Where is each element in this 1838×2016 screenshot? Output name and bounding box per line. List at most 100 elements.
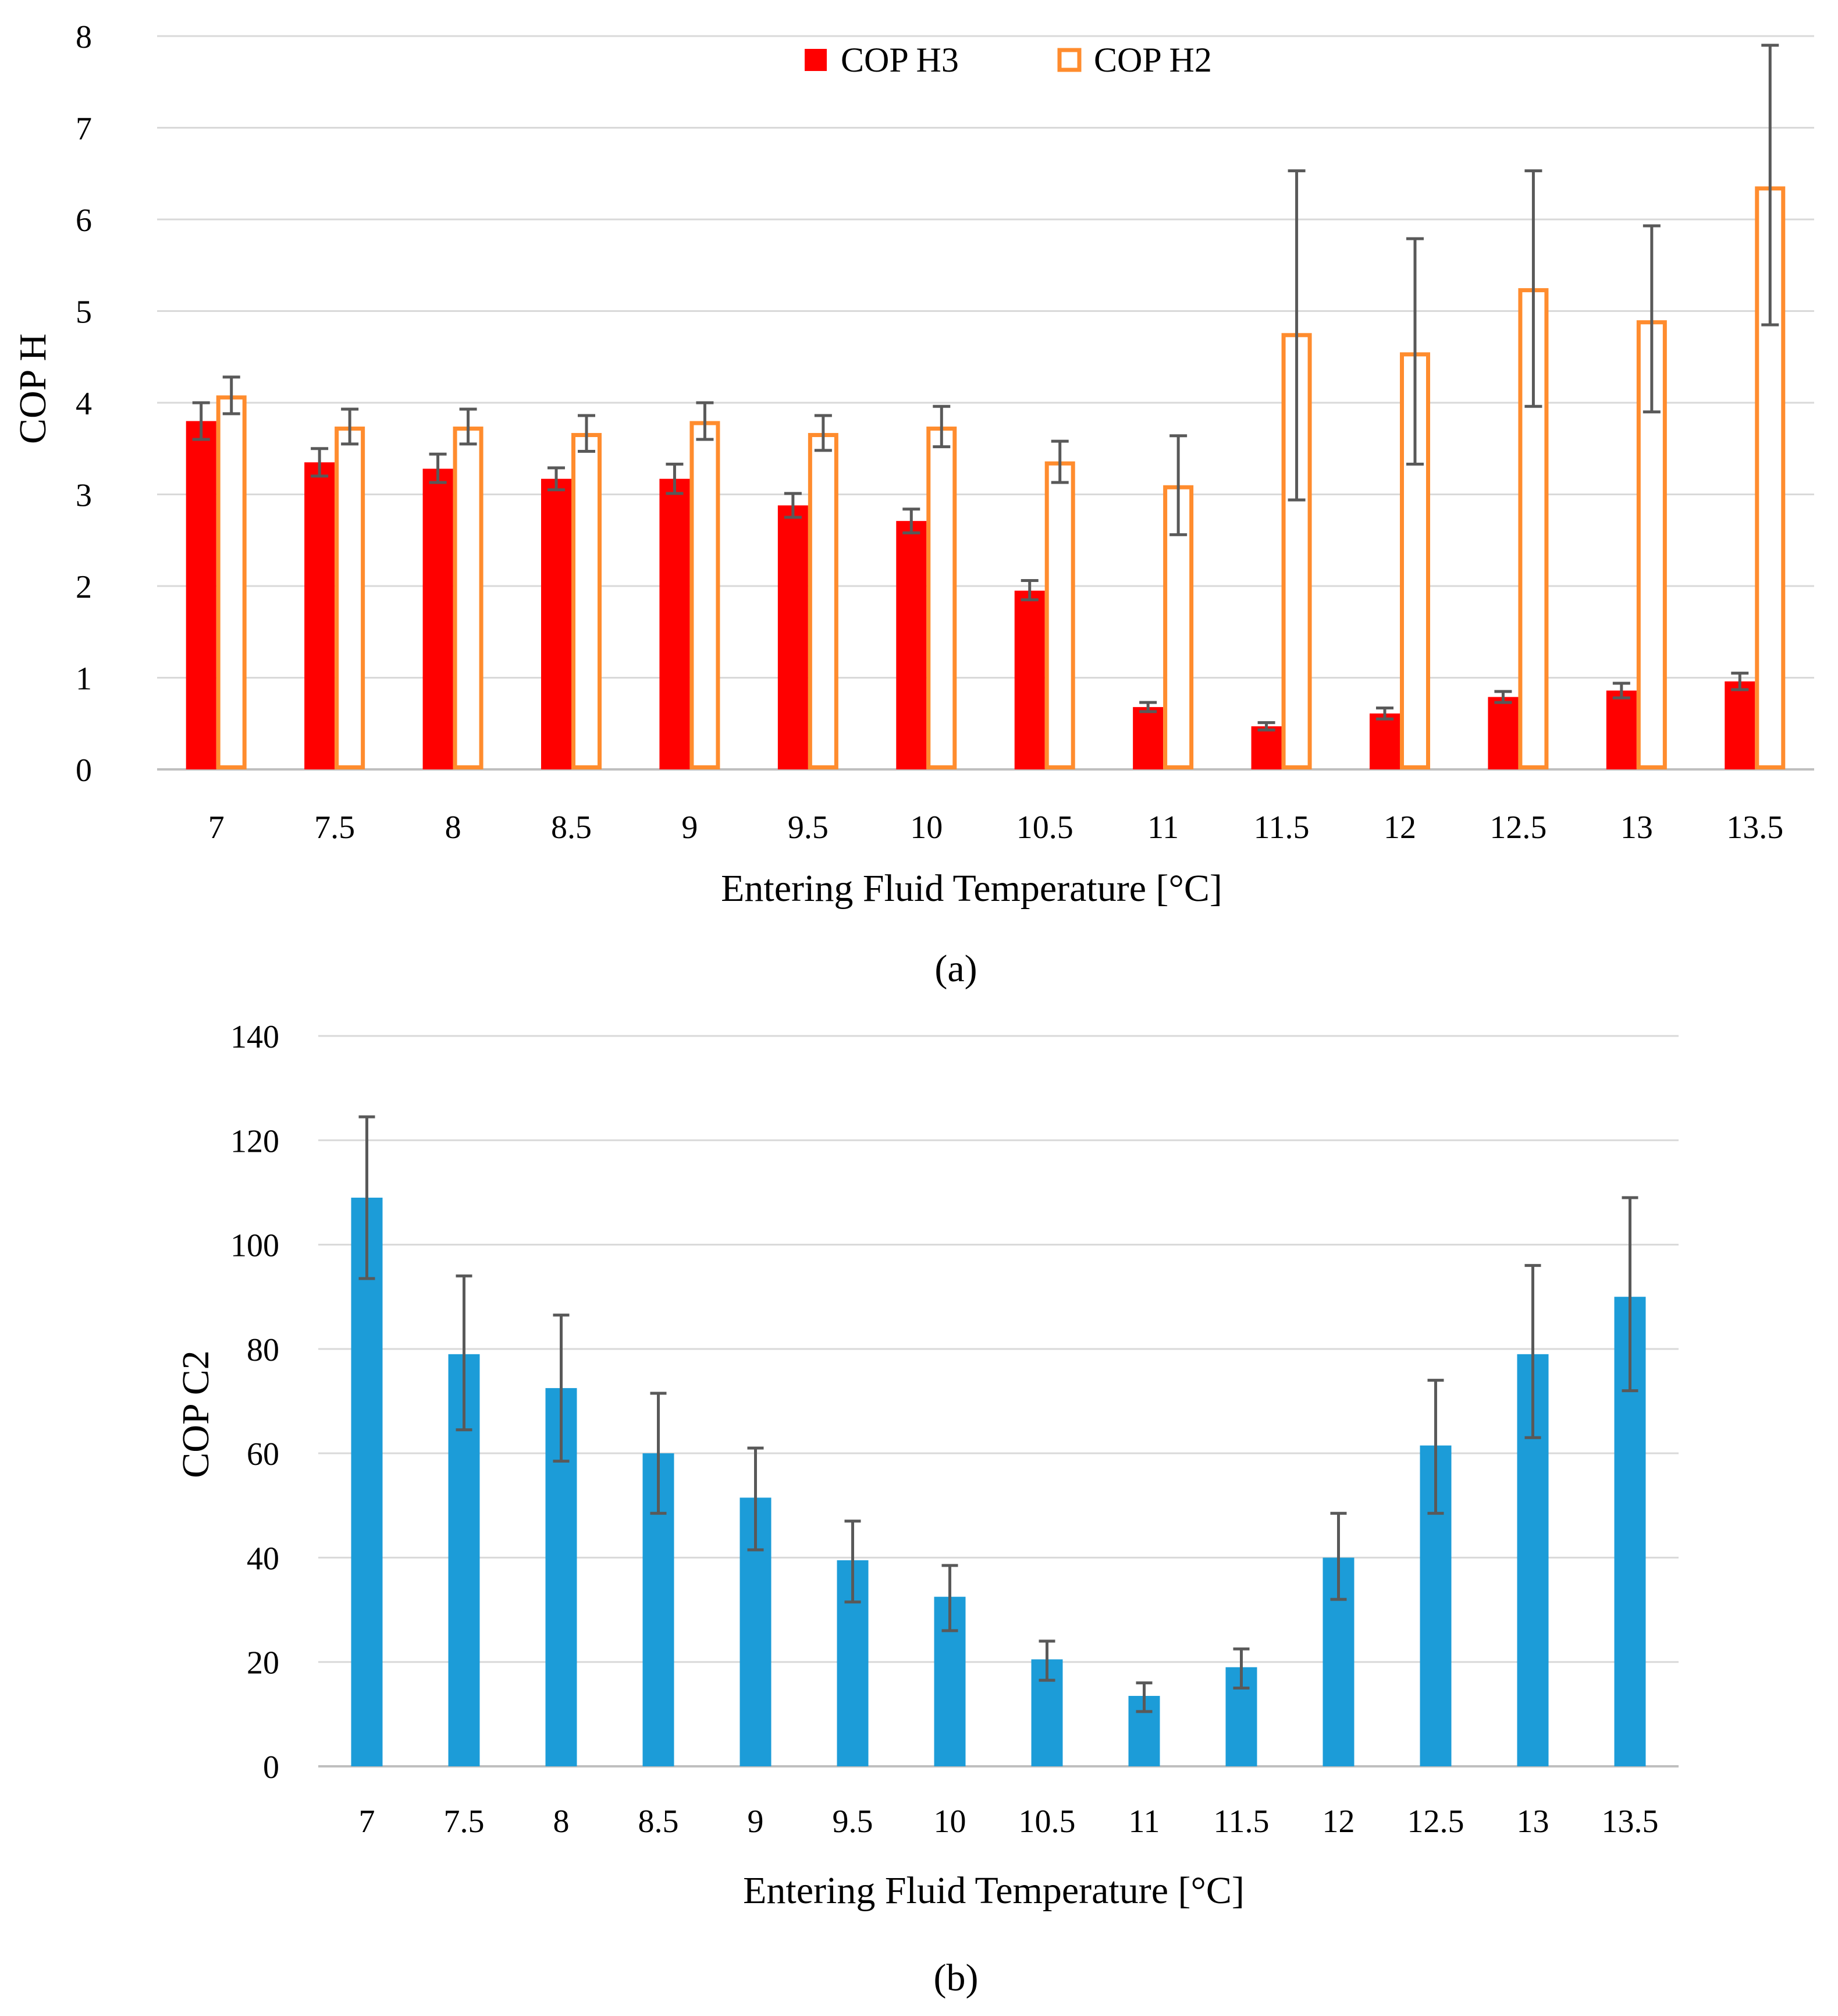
- bar-cop-h2-10: [926, 426, 957, 769]
- error-bar-cop-h2-13: [1643, 224, 1661, 414]
- legend-label-cop-h2: COP H2: [1094, 41, 1212, 79]
- x-tick-label-11: 11: [1129, 1804, 1160, 1840]
- error-bar-cop-h2-10: [933, 404, 951, 449]
- panel-b-y-axis-label: COP C2: [175, 1350, 217, 1478]
- x-tick-label-8: 8: [553, 1804, 570, 1840]
- bar-cop-h3-8-5: [541, 478, 571, 769]
- x-tick-label-10-5: 10.5: [1019, 1804, 1076, 1840]
- panel-a-legend: COP H3 COP H2: [805, 41, 1212, 79]
- error-bar-cop-h2-9: [696, 401, 714, 441]
- error-bar-cop-h3-13-5: [1731, 672, 1749, 691]
- bar-cop-h3-10: [896, 521, 927, 769]
- x-tick-label-8-5: 8.5: [638, 1804, 679, 1840]
- x-tick-label-13: 13: [1517, 1804, 1549, 1840]
- y-tick-label-2: 2: [76, 569, 92, 605]
- bar-cop-h3-10-5: [1014, 590, 1045, 769]
- bar-cop-h2-7-5: [335, 426, 365, 769]
- panel-a-x-axis-label: Entering Fluid Temperature [°C]: [721, 867, 1222, 910]
- error-bar-cop-c2-12: [1330, 1511, 1347, 1601]
- legend-swatch-cop-h2: [1057, 48, 1082, 72]
- error-bar-cop-c2-9-5: [844, 1520, 861, 1604]
- panel-a-error-bars: [192, 44, 1779, 732]
- x-tick-label-10: 10: [934, 1804, 966, 1840]
- y-tick-label-40: 40: [247, 1541, 279, 1577]
- error-bar-cop-h3-11: [1139, 701, 1157, 714]
- bar-cop-h3-12: [1370, 713, 1400, 769]
- error-bar-cop-c2-11: [1136, 1681, 1153, 1713]
- y-tick-label-120: 120: [230, 1123, 279, 1159]
- bar-cop-h3-13: [1606, 690, 1637, 769]
- x-tick-label-13: 13: [1620, 810, 1653, 846]
- error-bar-cop-c2-7-5: [456, 1274, 472, 1432]
- bar-cop-h2-9-5: [808, 432, 838, 769]
- panel-b-x-tick-labels: 7 7.5 8 8.5 9 9.5 10 10.5 11 11.5 12 12.5 13 13.5: [359, 1804, 1659, 1840]
- error-bar-cop-h3-10-5: [1021, 579, 1039, 602]
- legend-label-cop-h3: COP H3: [841, 41, 959, 79]
- error-bar-cop-h3-10: [902, 507, 920, 535]
- bar-cop-h3-8: [422, 468, 453, 769]
- error-bar-cop-h3-11-5: [1257, 721, 1275, 732]
- error-bar-cop-c2-13-5: [1622, 1196, 1638, 1393]
- y-tick-label-7: 7: [76, 111, 92, 147]
- panel-b-gridlines: [318, 1035, 1679, 1767]
- y-tick-label-60: 60: [247, 1436, 279, 1472]
- x-tick-label-11: 11: [1147, 810, 1179, 846]
- error-bar-cop-h3-7: [192, 401, 210, 441]
- error-bar-cop-c2-7: [358, 1115, 375, 1280]
- bar-cop-h2-7: [216, 395, 247, 769]
- x-tick-label-9-5: 9.5: [788, 810, 829, 846]
- y-tick-label-6: 6: [76, 203, 92, 239]
- error-bar-cop-h2-13-5: [1761, 44, 1779, 326]
- error-bar-cop-h3-13: [1612, 682, 1630, 700]
- panel-a-bars: [186, 186, 1786, 769]
- y-tick-label-4: 4: [76, 386, 92, 422]
- x-tick-label-12-5: 12.5: [1407, 1804, 1464, 1840]
- error-bar-cop-h2-12-5: [1524, 169, 1542, 408]
- panel-b-error-bars: [358, 1115, 1638, 1713]
- bar-cop-h2-13-5: [1755, 186, 1786, 769]
- y-tick-label-0: 0: [263, 1749, 279, 1786]
- error-bar-cop-h3-8-5: [548, 466, 565, 492]
- panel-a-caption: (a): [934, 947, 977, 990]
- error-bar-cop-h3-8: [429, 452, 447, 484]
- error-bar-cop-h2-12: [1406, 237, 1424, 466]
- y-tick-label-5: 5: [76, 294, 92, 331]
- panel-b-caption: (b): [934, 1957, 979, 1999]
- bar-cop-h3-13-5: [1725, 681, 1755, 769]
- error-bar-cop-c2-10-5: [1039, 1639, 1055, 1682]
- x-tick-label-7: 7: [359, 1804, 375, 1840]
- x-tick-label-8: 8: [445, 810, 461, 846]
- panel-a-gridlines: [157, 35, 1814, 771]
- bar-cop-h2-8: [453, 426, 484, 769]
- error-bar-cop-c2-8-5: [650, 1392, 667, 1515]
- error-bar-cop-c2-12-5: [1427, 1379, 1444, 1515]
- error-bar-cop-h3-12: [1376, 706, 1393, 720]
- x-tick-label-13-5: 13.5: [1726, 810, 1783, 846]
- y-tick-label-0: 0: [76, 753, 92, 789]
- bar-cop-c2-7: [351, 1197, 383, 1766]
- error-bar-cop-h2-10-5: [1051, 439, 1069, 484]
- x-tick-label-7: 7: [208, 810, 225, 846]
- error-bar-cop-h3-9: [666, 463, 684, 495]
- error-bar-cop-h2-11: [1169, 434, 1188, 537]
- error-bar-cop-h3-12-5: [1494, 690, 1512, 704]
- y-tick-label-1: 1: [76, 661, 92, 697]
- panel-b-y-tick-labels: 0 20 40 60 80 100 120 140: [230, 1019, 279, 1786]
- bar-cop-h3-7-5: [304, 462, 335, 769]
- x-tick-label-8-5: 8.5: [551, 810, 592, 846]
- x-tick-label-11-5: 11.5: [1254, 810, 1310, 846]
- x-tick-label-13-5: 13.5: [1602, 1804, 1659, 1840]
- y-tick-label-20: 20: [247, 1645, 279, 1681]
- x-tick-label-9: 9: [748, 1804, 764, 1840]
- error-bar-cop-h3-9-5: [784, 492, 802, 519]
- y-tick-label-3: 3: [76, 478, 92, 514]
- bar-cop-h3-11-5: [1251, 726, 1282, 769]
- error-bar-cop-c2-9: [747, 1446, 764, 1552]
- bar-cop-h3-9: [659, 478, 690, 769]
- panel-b-cop-c2-chart: 0 20 40 60 80 100 120 140 7 7.5 8 8.5 9 9.5 10 10.5 11 1…: [175, 1019, 1679, 1999]
- error-bar-cop-c2-11-5: [1233, 1647, 1250, 1690]
- error-bar-cop-h2-7: [222, 375, 240, 416]
- panel-b-bars: [351, 1197, 1646, 1766]
- panel-a-x-tick-labels: 7 7.5 8 8.5 9 9.5 10 10.5 11 11.5 12 12.5 13 13.5: [208, 810, 1784, 846]
